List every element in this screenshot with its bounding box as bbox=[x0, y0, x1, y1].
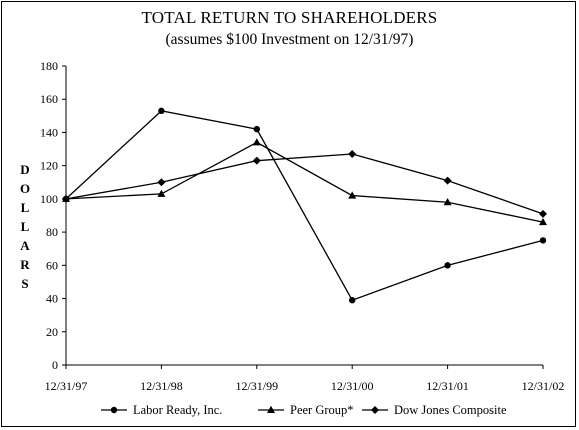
y-axis-label-letter: O bbox=[19, 181, 31, 196]
y-axis-label-letter: R bbox=[20, 257, 30, 272]
data-point-dow-jones-composite bbox=[348, 150, 357, 159]
x-tick-label: 12/31/99 bbox=[235, 379, 278, 393]
x-tick-label: 12/31/97 bbox=[45, 379, 88, 393]
data-point-dow-jones-composite bbox=[252, 156, 261, 165]
series-line-labor-ready-inc bbox=[65, 110, 544, 302]
data-point-labor-ready-inc bbox=[253, 125, 260, 133]
data-point-peer-group bbox=[157, 189, 166, 197]
y-axis-label-letter: L bbox=[20, 200, 30, 215]
y-tick-label: 180 bbox=[40, 59, 58, 73]
data-point-dow-jones-composite bbox=[539, 209, 547, 218]
series-line-peer-group bbox=[65, 141, 544, 223]
data-point-labor-ready-inc bbox=[158, 107, 165, 115]
data-point-labor-ready-inc bbox=[349, 297, 356, 304]
data-point-dow-jones-composite bbox=[157, 178, 166, 187]
data-point-peer-group bbox=[539, 217, 547, 226]
legend-marker-dow-jones-composite bbox=[371, 406, 379, 414]
data-point-peer-group bbox=[348, 191, 357, 199]
y-tick-label: 40 bbox=[46, 292, 58, 306]
y-tick-label: 140 bbox=[40, 125, 58, 139]
y-tick-label: 120 bbox=[40, 159, 58, 173]
legend-label-peer-group: Peer Group* bbox=[290, 403, 354, 417]
y-axis-label-letter: D bbox=[20, 162, 30, 177]
data-point-dow-jones-composite bbox=[443, 176, 452, 185]
x-tick-label: 12/31/00 bbox=[331, 379, 374, 393]
chart-title: TOTAL RETURN TO SHAREHOLDERS bbox=[141, 8, 438, 27]
y-axis-label-letter: S bbox=[21, 276, 29, 291]
y-axis-label-letter: L bbox=[20, 219, 30, 234]
data-point-labor-ready-inc bbox=[539, 237, 547, 244]
legend-label-labor-ready-inc: Labor Ready, Inc. bbox=[133, 403, 222, 417]
data-point-peer-group bbox=[252, 138, 261, 146]
legend-marker-labor-ready-inc bbox=[110, 406, 118, 414]
x-tick-label: 12/31/01 bbox=[426, 379, 469, 393]
data-point-peer-group bbox=[443, 198, 452, 206]
x-tick-label: 12/31/98 bbox=[140, 379, 183, 393]
y-tick-label: 60 bbox=[46, 258, 58, 272]
y-axis-label-letter: A bbox=[20, 238, 30, 253]
y-tick-label: 0 bbox=[52, 358, 58, 372]
data-point-dow-jones-composite bbox=[62, 194, 70, 203]
legend-label-dow-jones-composite: Dow Jones Composite bbox=[394, 403, 507, 417]
y-tick-label: 160 bbox=[40, 92, 58, 106]
y-tick-label: 100 bbox=[40, 192, 58, 206]
chart-subtitle: (assumes $100 Investment on 12/31/97) bbox=[165, 31, 414, 48]
legend-marker-peer-group bbox=[267, 405, 275, 413]
data-point-labor-ready-inc bbox=[444, 262, 451, 269]
series-line-dow-jones-composite bbox=[65, 153, 544, 215]
y-tick-label: 20 bbox=[46, 325, 58, 339]
y-tick-label: 80 bbox=[46, 225, 58, 239]
x-tick-label: 12/31/02 bbox=[522, 379, 565, 393]
